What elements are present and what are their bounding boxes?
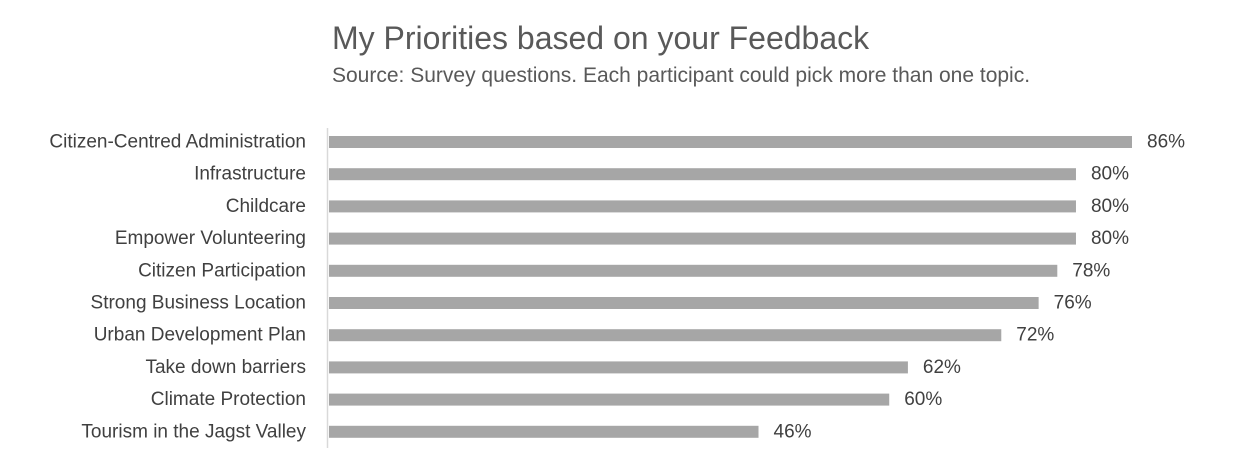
bar [329, 393, 890, 406]
bars [329, 136, 1132, 438]
category-label: Urban Development Plan [94, 325, 306, 346]
category-label: Strong Business Location [91, 293, 306, 314]
chart-subtitle: Source: Survey questions. Each participa… [332, 64, 1031, 87]
bar [329, 425, 759, 438]
category-label: Empower Volunteering [115, 228, 306, 249]
bar [329, 168, 1076, 181]
category-label: Climate Protection [151, 389, 306, 410]
category-label: Citizen Participation [138, 260, 306, 281]
category-label: Childcare [226, 196, 306, 217]
value-labels: 86% 80% 80% 80% 78% 76%72% 62% 60% 46% [774, 132, 1186, 443]
data-label: 76% [1054, 293, 1092, 314]
category-labels: Citizen-Centred Administration Infrastruc… [49, 132, 306, 443]
bar [329, 361, 908, 374]
data-label: 78% [1072, 260, 1110, 281]
bar [329, 297, 1039, 309]
chart-title: My Priorities based on your Feedback [332, 20, 870, 56]
bar [329, 200, 1076, 213]
data-label: 80% [1091, 196, 1129, 217]
data-label: 80% [1091, 228, 1129, 249]
data-label: 46% [774, 421, 812, 442]
category-label: Infrastructure [194, 164, 306, 185]
data-label: 86% [1147, 132, 1185, 153]
bar [329, 136, 1132, 148]
data-label: 60% [904, 389, 942, 410]
bar [329, 264, 1058, 277]
bar [329, 232, 1076, 245]
data-label: 62% [923, 357, 961, 378]
data-label: 80% [1091, 164, 1129, 185]
category-label: Citizen-Centred Administration [49, 132, 306, 153]
category-label: Tourism in the Jagst Valley [81, 421, 306, 442]
category-label: Take down barriers [145, 357, 306, 378]
bar [329, 329, 1002, 342]
data-label: 72% [1016, 325, 1054, 346]
